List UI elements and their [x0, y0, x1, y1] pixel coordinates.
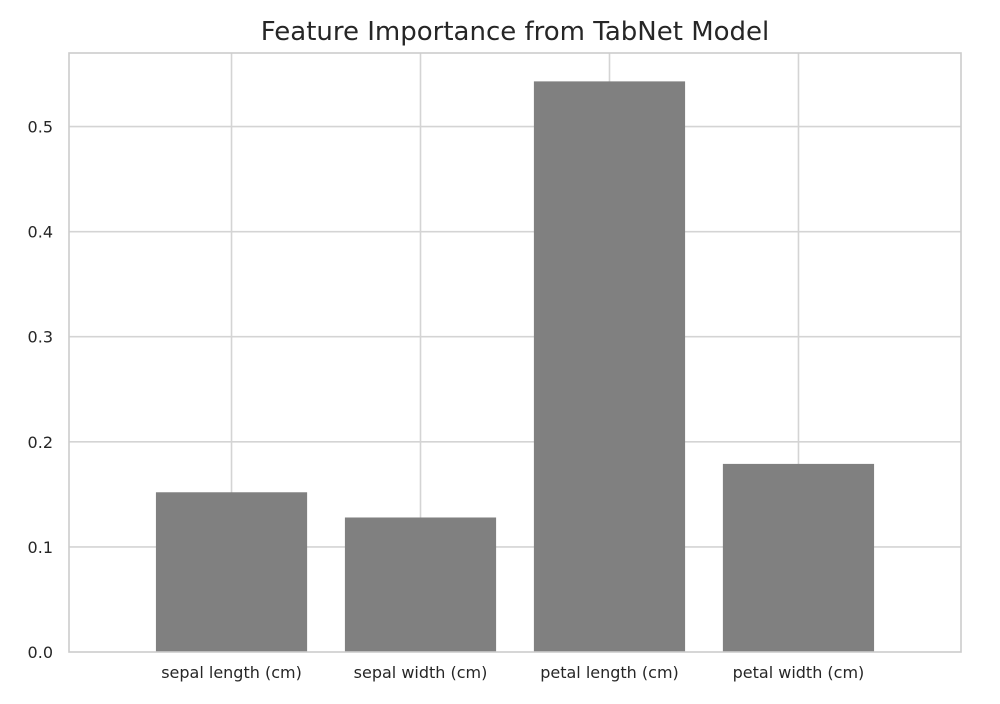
bar-sepal-length-cm — [155, 492, 308, 652]
bar-petal-length-cm — [533, 81, 686, 653]
y-tick-label: 0.3 — [28, 328, 53, 347]
y-tick-label: 0.2 — [28, 433, 53, 452]
y-tick-label: 0.1 — [28, 538, 53, 557]
grid-lines — [69, 53, 961, 652]
bar-petal-width-cm — [722, 463, 875, 652]
x-tick-label: petal length (cm) — [540, 663, 679, 682]
y-axis-ticks: 0.0 0.1 0.2 0.3 0.4 0.5 — [28, 118, 53, 662]
y-tick-label: 0.4 — [28, 223, 53, 242]
plot-frame — [68, 52, 962, 653]
chart-title: Feature Importance from TabNet Model — [261, 17, 770, 47]
y-tick-label: 0.5 — [28, 118, 53, 137]
x-tick-label: sepal length (cm) — [161, 663, 302, 682]
bars — [155, 81, 875, 653]
bar-sepal-width-cm — [344, 517, 497, 652]
x-axis-ticks: sepal length (cm) sepal width (cm) petal l… — [161, 663, 864, 682]
x-tick-label: petal width (cm) — [733, 663, 865, 682]
x-tick-label: sepal width (cm) — [354, 663, 488, 682]
y-tick-label: 0.0 — [28, 643, 53, 662]
